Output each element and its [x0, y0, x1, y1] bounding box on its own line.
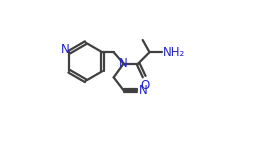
Text: N: N — [61, 43, 70, 56]
Text: O: O — [141, 79, 150, 92]
Text: NH₂: NH₂ — [163, 46, 185, 59]
Text: N: N — [119, 57, 128, 70]
Text: N: N — [139, 84, 148, 97]
